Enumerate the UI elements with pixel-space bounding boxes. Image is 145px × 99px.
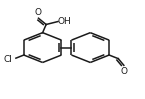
Text: O: O [35,8,42,17]
Text: O: O [120,67,127,76]
Text: Cl: Cl [3,55,12,64]
Text: OH: OH [57,17,71,26]
